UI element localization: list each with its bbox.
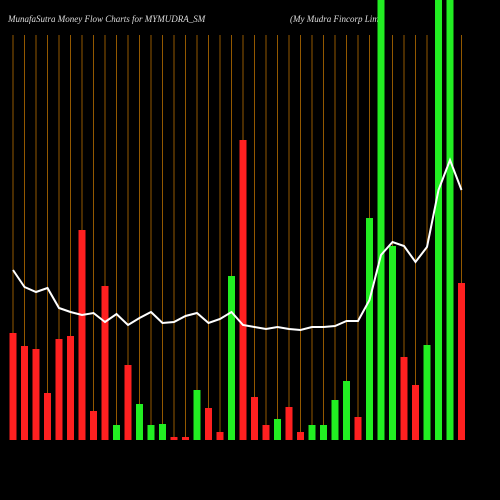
bar (389, 246, 396, 440)
bar (446, 0, 454, 440)
bar (435, 0, 442, 440)
bar (78, 230, 86, 440)
bar (320, 425, 327, 440)
bar (458, 283, 465, 440)
bar (400, 357, 408, 440)
bar (285, 407, 293, 440)
bar (193, 390, 201, 440)
bar (251, 397, 258, 440)
bar (262, 425, 270, 440)
bar (331, 400, 339, 440)
bar (90, 411, 97, 440)
bar (136, 404, 143, 440)
bar (170, 437, 178, 440)
bar (9, 333, 17, 440)
money-flow-line (12, 157, 463, 332)
chart-title: MunafaSutra Money Flow Charts for MYMUDR… (7, 14, 206, 24)
bar (366, 218, 373, 440)
bar (44, 393, 51, 440)
bar (297, 432, 304, 440)
bar (159, 424, 166, 440)
bar (182, 437, 189, 440)
bar (412, 385, 419, 440)
bar (32, 349, 40, 440)
bar (21, 346, 28, 440)
bar (228, 276, 235, 440)
bar (147, 425, 155, 440)
bar (55, 339, 63, 440)
bar (124, 365, 132, 440)
bar (354, 417, 362, 440)
chart-subtitle: (My Mudra Fincorp Limi (290, 14, 382, 24)
bar (67, 336, 74, 440)
bar (377, 0, 385, 440)
bar (101, 286, 109, 440)
bar (205, 408, 212, 440)
bar (274, 419, 281, 440)
bar (216, 432, 224, 440)
bar (113, 425, 120, 440)
bar (239, 140, 247, 440)
bar (423, 345, 431, 440)
bar (308, 425, 316, 440)
bar (343, 381, 350, 440)
